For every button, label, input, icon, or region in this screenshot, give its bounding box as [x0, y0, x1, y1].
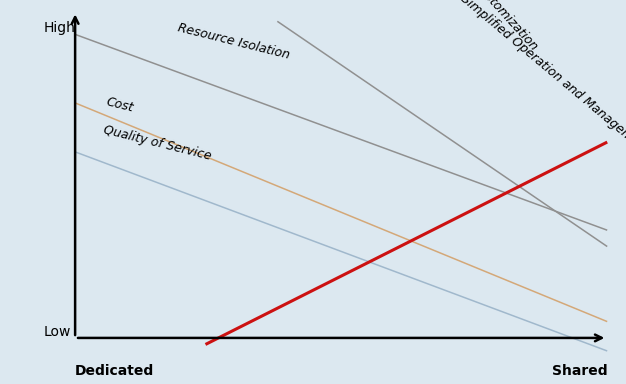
Text: Simplified Operation and Management: Simplified Operation and Management — [458, 0, 626, 157]
Text: Shared: Shared — [552, 364, 607, 378]
Text: Dedicated: Dedicated — [75, 364, 155, 378]
Text: High: High — [43, 22, 75, 35]
Text: Quality of Service: Quality of Service — [101, 124, 212, 163]
Text: Low: Low — [43, 325, 71, 339]
Text: Resource Isolation: Resource Isolation — [177, 22, 291, 62]
Text: Complexity of Customization: Complexity of Customization — [411, 0, 540, 52]
Text: Cost: Cost — [105, 95, 135, 114]
